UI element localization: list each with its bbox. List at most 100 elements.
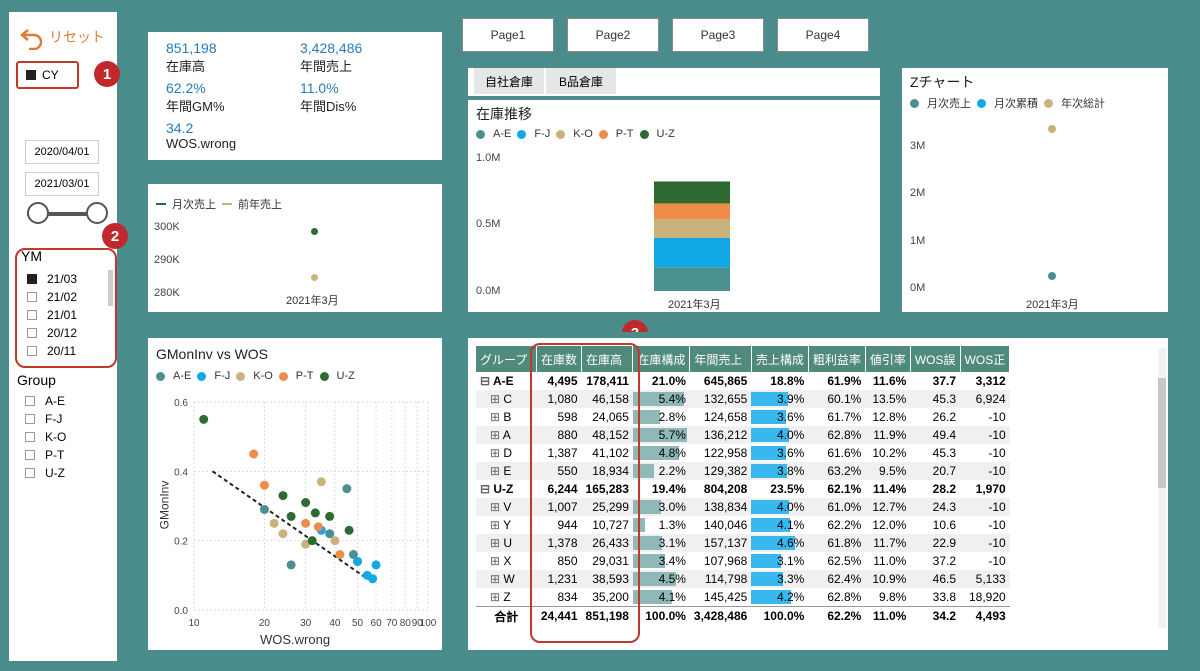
scatter-point-k-o[interactable] <box>316 477 326 487</box>
ym-item[interactable]: 21/01 <box>27 306 77 324</box>
expand-icon[interactable]: ⊞ <box>490 392 504 406</box>
scatter-point-a-e[interactable] <box>348 550 358 560</box>
expand-icon[interactable]: ⊞ <box>490 590 504 604</box>
table-row[interactable]: ⊟ U-Z 6,244 165,283 19.4% 804,208 23.5% 62.1% 1… <box>476 480 1010 498</box>
tab-page1[interactable]: Page1 <box>462 18 554 52</box>
tab-own-warehouse[interactable]: 自社倉庫 <box>474 68 544 94</box>
ym-item[interactable]: 20/12 <box>27 324 77 342</box>
row-header[interactable]: ⊞ C <box>476 390 537 408</box>
scatter-point-a-e[interactable] <box>325 529 335 539</box>
bar-segment-u-z[interactable] <box>654 181 730 204</box>
date-slider-start-handle[interactable] <box>27 202 49 224</box>
annual-total-point[interactable] <box>1048 125 1056 133</box>
scatter-point-u-z[interactable] <box>307 536 317 546</box>
scatter-point-a-e[interactable] <box>259 504 269 514</box>
scatter-point-p-t[interactable] <box>313 522 323 532</box>
expand-icon[interactable]: ⊞ <box>490 446 504 460</box>
scatter-point-k-o[interactable] <box>330 536 340 546</box>
tab-b-warehouse[interactable]: B品倉庫 <box>546 68 616 94</box>
table-row[interactable]: ⊞ W 1,231 38,593 4.5% 114,798 3.3% 62.4% 10.9% 4… <box>476 570 1010 588</box>
group-item[interactable]: A-E <box>25 392 66 410</box>
row-header[interactable]: ⊟ A-E <box>476 372 537 390</box>
group-item[interactable]: U-Z <box>25 464 66 482</box>
group-item[interactable]: K-O <box>25 428 66 446</box>
row-header[interactable]: ⊟ U-Z <box>476 480 537 498</box>
tab-page3[interactable]: Page3 <box>672 18 764 52</box>
ym-scrollbar[interactable] <box>108 270 113 306</box>
bar-segment-f-j[interactable] <box>654 238 730 268</box>
monthly-sales-point[interactable] <box>1048 272 1056 280</box>
scatter-point-u-z[interactable] <box>286 511 296 521</box>
table-row[interactable]: ⊞ Y 944 10,727 1.3% 140,046 4.1% 62.2% 12.0% 10.… <box>476 516 1010 534</box>
reset-button[interactable]: リセット <box>19 24 105 50</box>
column-header[interactable]: 値引率 <box>865 346 911 372</box>
row-header[interactable]: ⊞ V <box>476 498 537 516</box>
table-row[interactable]: ⊞ V 1,007 25,299 3.0% 138,834 4.0% 61.0% 12.7% 2… <box>476 498 1010 516</box>
bar-segment-a-e[interactable] <box>654 267 730 291</box>
table-row[interactable]: ⊞ Z 834 35,200 4.1% 145,425 4.2% 62.8% 9.8% 33.8… <box>476 588 1010 607</box>
scatter-point-p-t[interactable] <box>259 480 269 490</box>
scatter-point-p-t[interactable] <box>301 518 311 528</box>
column-header[interactable]: WOS正 <box>960 346 1011 372</box>
prior-year-sales-point[interactable] <box>311 274 318 281</box>
expand-icon[interactable]: ⊞ <box>490 554 504 568</box>
expand-icon[interactable]: ⊞ <box>490 572 504 586</box>
ym-item[interactable]: 20/11 <box>27 342 77 360</box>
row-header[interactable]: ⊞ Z <box>476 588 537 607</box>
row-header[interactable]: ⊞ D <box>476 444 537 462</box>
scatter-point-a-e[interactable] <box>342 484 352 494</box>
monthly-sales-point[interactable] <box>311 228 318 235</box>
date-to-input[interactable]: 2021/03/01 <box>25 172 99 196</box>
tab-page4[interactable]: Page4 <box>777 18 869 52</box>
row-header[interactable]: ⊞ E <box>476 462 537 480</box>
table-row[interactable]: ⊞ C 1,080 46,158 5.4% 132,655 3.9% 60.1% 13.5% 4… <box>476 390 1010 408</box>
expand-icon[interactable]: ⊞ <box>490 500 504 514</box>
ym-item[interactable]: 21/03 <box>27 270 77 288</box>
scatter-point-p-t[interactable] <box>249 449 259 459</box>
scatter-point-f-j[interactable] <box>353 556 363 566</box>
expand-icon[interactable]: ⊞ <box>490 410 504 424</box>
column-header[interactable]: 売上構成 <box>751 346 809 372</box>
scatter-point-u-z[interactable] <box>199 414 209 424</box>
bar-segment-p-t[interactable] <box>654 203 730 220</box>
scatter-point-u-z[interactable] <box>325 511 335 521</box>
scatter-point-u-z[interactable] <box>301 498 311 508</box>
expand-icon[interactable]: ⊞ <box>490 536 504 550</box>
scatter-point-u-z[interactable] <box>344 525 354 535</box>
row-header[interactable]: ⊞ Y <box>476 516 537 534</box>
row-header[interactable]: ⊞ B <box>476 408 537 426</box>
column-header[interactable]: グループ <box>476 346 537 372</box>
scatter-point-u-z[interactable] <box>278 491 288 501</box>
scatter-point-k-o[interactable] <box>269 518 279 528</box>
column-header[interactable]: WOS誤 <box>910 346 961 372</box>
collapse-icon[interactable]: ⊟ <box>480 374 493 388</box>
column-header[interactable]: 年間売上 <box>689 346 752 372</box>
expand-icon[interactable]: ⊞ <box>490 518 504 532</box>
scatter-point-p-t[interactable] <box>335 550 345 560</box>
tab-page2[interactable]: Page2 <box>567 18 659 52</box>
date-from-input[interactable]: 2020/04/01 <box>25 140 99 164</box>
scatter-point-k-o[interactable] <box>278 529 288 539</box>
scatter-point-u-z[interactable] <box>310 508 320 518</box>
cy-toggle[interactable]: CY <box>16 61 79 89</box>
row-header[interactable]: ⊞ X <box>476 552 537 570</box>
group-item[interactable]: F-J <box>25 410 66 428</box>
table-row[interactable]: ⊟ A-E 4,495 178,411 21.0% 645,865 18.8% 61.9% 1… <box>476 372 1010 390</box>
scatter-point-f-j[interactable] <box>368 574 378 584</box>
matrix-scrollbar[interactable] <box>1158 348 1166 628</box>
row-header[interactable]: ⊞ A <box>476 426 537 444</box>
scatter-point-a-e[interactable] <box>286 560 296 570</box>
table-row[interactable]: ⊞ U 1,378 26,433 3.1% 157,137 4.6% 61.8% 11.7% 2… <box>476 534 1010 552</box>
row-header[interactable]: ⊞ U <box>476 534 537 552</box>
date-slider-end-handle[interactable] <box>86 202 108 224</box>
bar-segment-k-o[interactable] <box>654 219 730 239</box>
scrollbar-thumb[interactable] <box>1158 378 1166 488</box>
table-row[interactable]: ⊞ A 880 48,152 5.7% 136,212 4.0% 62.8% 11.9% 49.… <box>476 426 1010 444</box>
column-header[interactable]: 在庫構成 <box>632 346 691 372</box>
column-header[interactable]: 在庫数 <box>536 346 583 372</box>
column-header[interactable]: 在庫高 <box>581 346 634 372</box>
scatter-point-f-j[interactable] <box>371 560 381 570</box>
expand-icon[interactable]: ⊞ <box>490 464 504 478</box>
expand-icon[interactable]: ⊞ <box>490 428 503 442</box>
ym-item[interactable]: 21/02 <box>27 288 77 306</box>
